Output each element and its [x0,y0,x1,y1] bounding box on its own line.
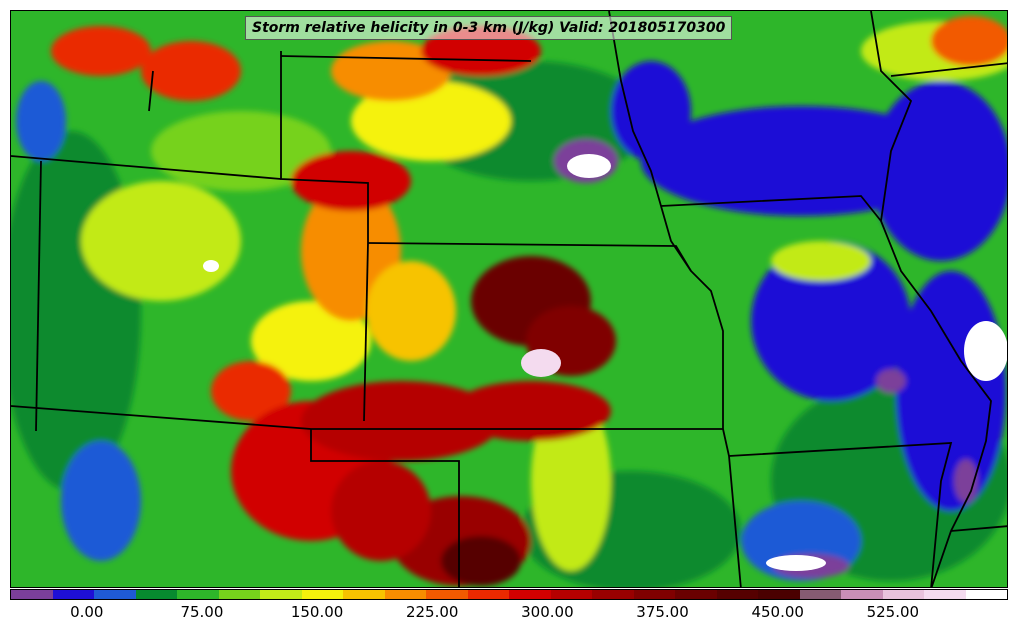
state-line [363,242,369,422]
colorbar-segment [260,590,302,599]
state-line [35,160,42,432]
state-line [660,195,882,222]
state-line [148,70,154,112]
colorbar-segment [52,590,94,599]
colorbar-tick-label: 0.00 [70,603,104,621]
map-title: Storm relative helicity in 0-3 km (J/kg)… [245,16,733,40]
colorbar-segment [924,590,966,599]
colorbar-segment [343,590,385,599]
colorbar-segment [384,590,426,599]
colorbar-segment [758,590,800,599]
white-patch-center [521,349,561,377]
state-line [870,11,992,587]
colorbar-segment [633,590,675,599]
colorbar-tick-label: 450.00 [751,603,804,621]
state-line [280,55,532,62]
colorbar-segment [94,590,136,599]
colorbar-segment [135,590,177,599]
state-boundaries [11,11,1007,587]
colorbar-segment [882,590,924,599]
colorbar-tick-labels: 0.00 75.00 150.00 225.00 300.00 375.00 450.00 5… [10,603,1008,625]
state-line [608,11,692,272]
colorbar-segment [675,590,717,599]
colorbar-segment [426,590,468,599]
colorbar-tick-label: 75.00 [180,603,224,621]
helicity-field-svg [11,11,1007,587]
field-blobs [11,16,1007,587]
white-patch-east [964,321,1007,381]
white-patch-ne [567,154,611,178]
colorbar-segment [11,590,53,599]
colorbar-segment [550,590,592,599]
colorbar-tick-label: 225.00 [405,603,459,621]
white-patch-se [766,555,826,571]
colorbar [10,589,1008,600]
helicity-map [10,10,1008,588]
state-line [950,525,1007,532]
colorbar-tick-label: 525.00 [866,603,920,621]
state-line [367,242,724,429]
colorbar-segment [509,590,551,599]
colorbar-segment [799,590,841,599]
colorbar-tick-label: 375.00 [636,603,689,621]
state-line [280,51,369,243]
colorbar-segment [467,590,509,599]
colorbar-tick-label: 150.00 [290,603,344,621]
colorbar-segment [716,590,758,599]
colorbar-tick-label: 300.00 [521,603,574,621]
state-line [310,429,460,587]
state-line [890,62,1007,77]
colorbar-segment [177,590,219,599]
colorbar-segment [965,590,1007,599]
colorbar-segment [841,590,883,599]
colorbar-segment [301,590,343,599]
state-line [728,442,953,587]
state-line [11,155,282,180]
colorbar-segment [218,590,260,599]
colorbar-segment [592,590,634,599]
